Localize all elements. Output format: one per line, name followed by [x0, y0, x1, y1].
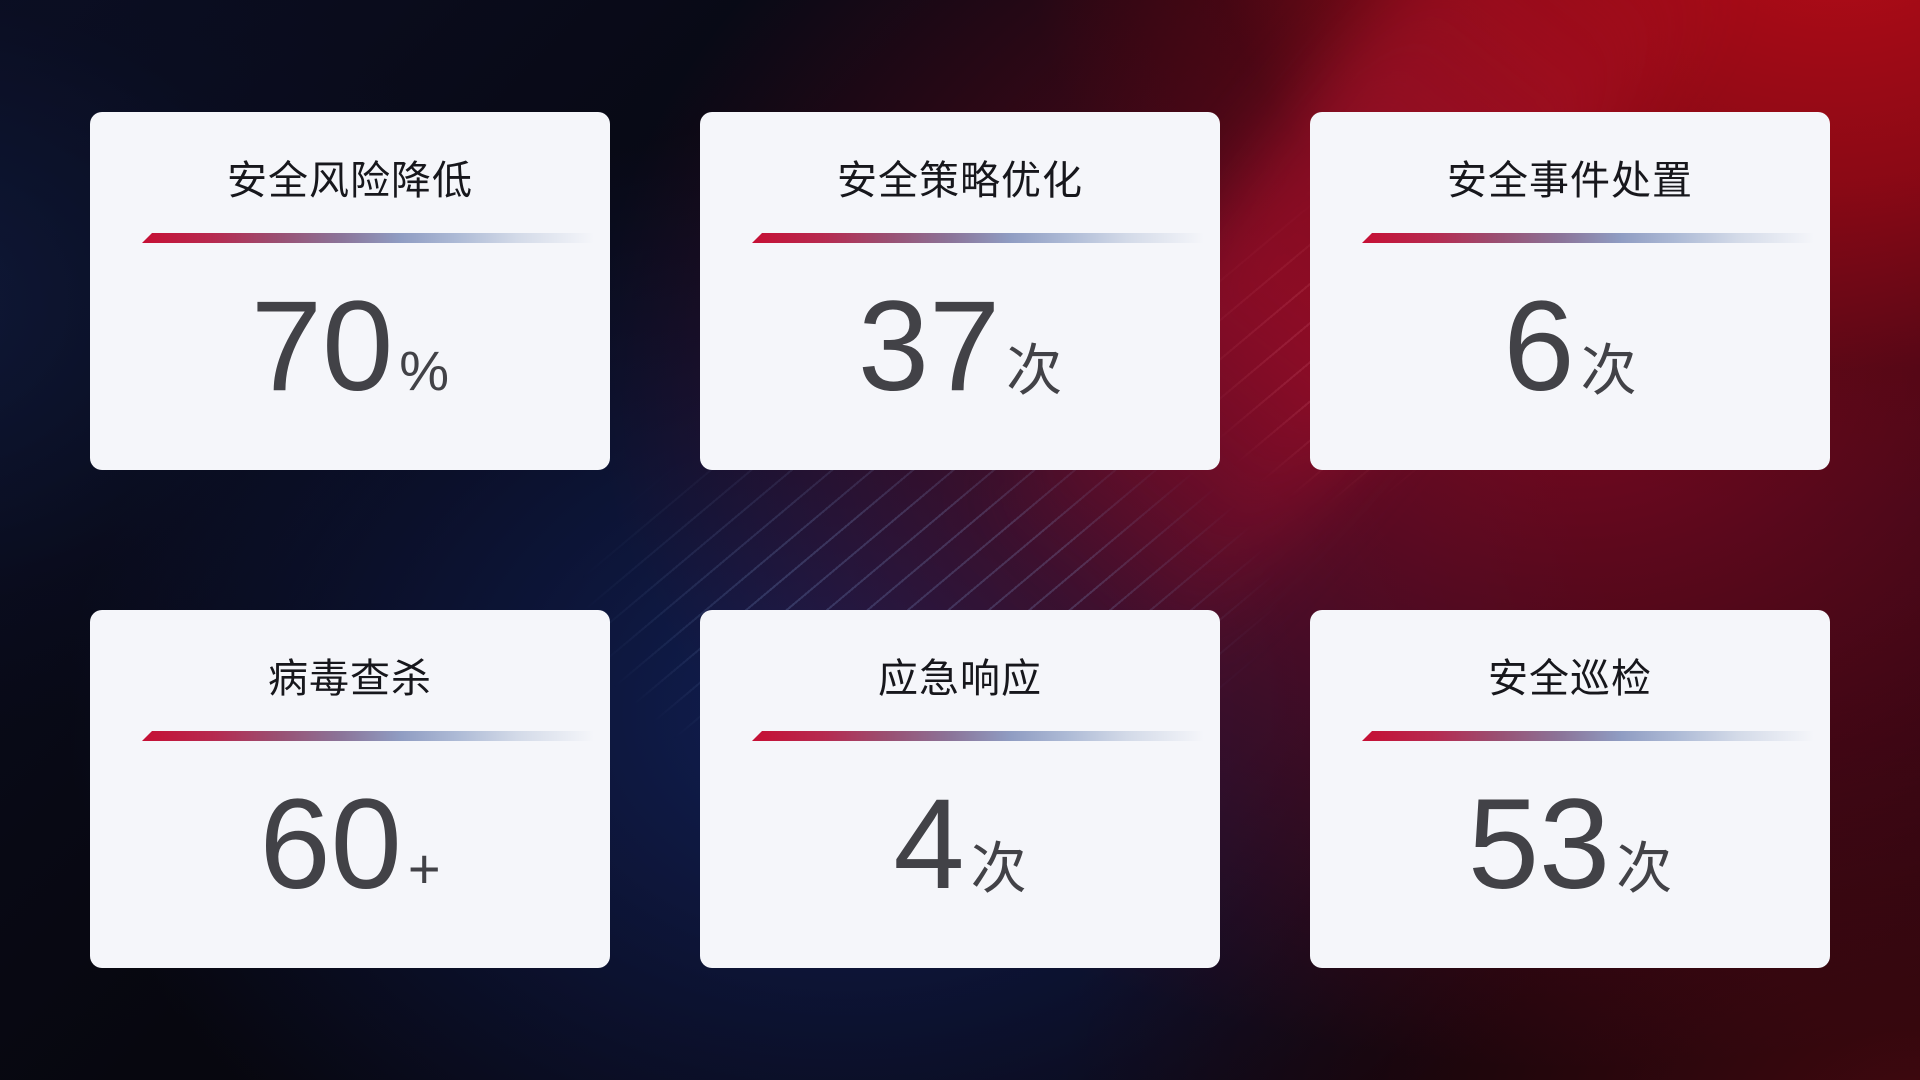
card-divider — [752, 731, 1204, 741]
card-title: 病毒查杀 — [268, 657, 432, 701]
card-unit: % — [399, 339, 450, 402]
stat-card-emergency-response: 应急响应 4 次 — [700, 610, 1220, 968]
card-title: 安全巡检 — [1488, 657, 1652, 701]
card-value-row: 60 + — [90, 781, 610, 909]
card-unit: 次 — [1006, 339, 1063, 402]
card-title: 安全策略优化 — [837, 159, 1083, 203]
card-value: 60 — [259, 773, 402, 916]
card-value-row: 53 次 — [1310, 781, 1830, 909]
stat-card-security-incident-handling: 安全事件处置 6 次 — [1310, 112, 1830, 470]
card-divider — [142, 731, 594, 741]
card-title: 安全事件处置 — [1447, 159, 1693, 203]
card-divider — [1362, 731, 1814, 741]
card-value: 6 — [1503, 275, 1575, 418]
card-divider — [142, 233, 594, 243]
card-title: 安全风险降低 — [227, 159, 473, 203]
card-unit: 次 — [970, 837, 1027, 900]
card-value: 70 — [250, 275, 394, 418]
card-title: 应急响应 — [878, 657, 1042, 701]
card-value-row: 70 % — [90, 283, 610, 411]
card-value: 37 — [857, 275, 1001, 418]
card-value: 4 — [893, 773, 965, 916]
card-unit: 次 — [1580, 339, 1637, 402]
stat-card-security-policy-optimization: 安全策略优化 37 次 — [700, 112, 1220, 470]
card-value-row: 6 次 — [1310, 283, 1830, 411]
card-divider — [1362, 233, 1814, 243]
stat-card-security-inspection: 安全巡检 53 次 — [1310, 610, 1830, 968]
card-unit: 次 — [1616, 837, 1673, 900]
card-divider — [752, 233, 1204, 243]
card-value-row: 4 次 — [700, 781, 1220, 909]
card-unit: + — [407, 837, 441, 900]
card-value-row: 37 次 — [700, 283, 1220, 411]
stat-card-security-risk-reduction: 安全风险降低 70 % — [90, 112, 610, 470]
stat-card-virus-scan: 病毒查杀 60 + — [90, 610, 610, 968]
card-value: 53 — [1467, 773, 1611, 916]
